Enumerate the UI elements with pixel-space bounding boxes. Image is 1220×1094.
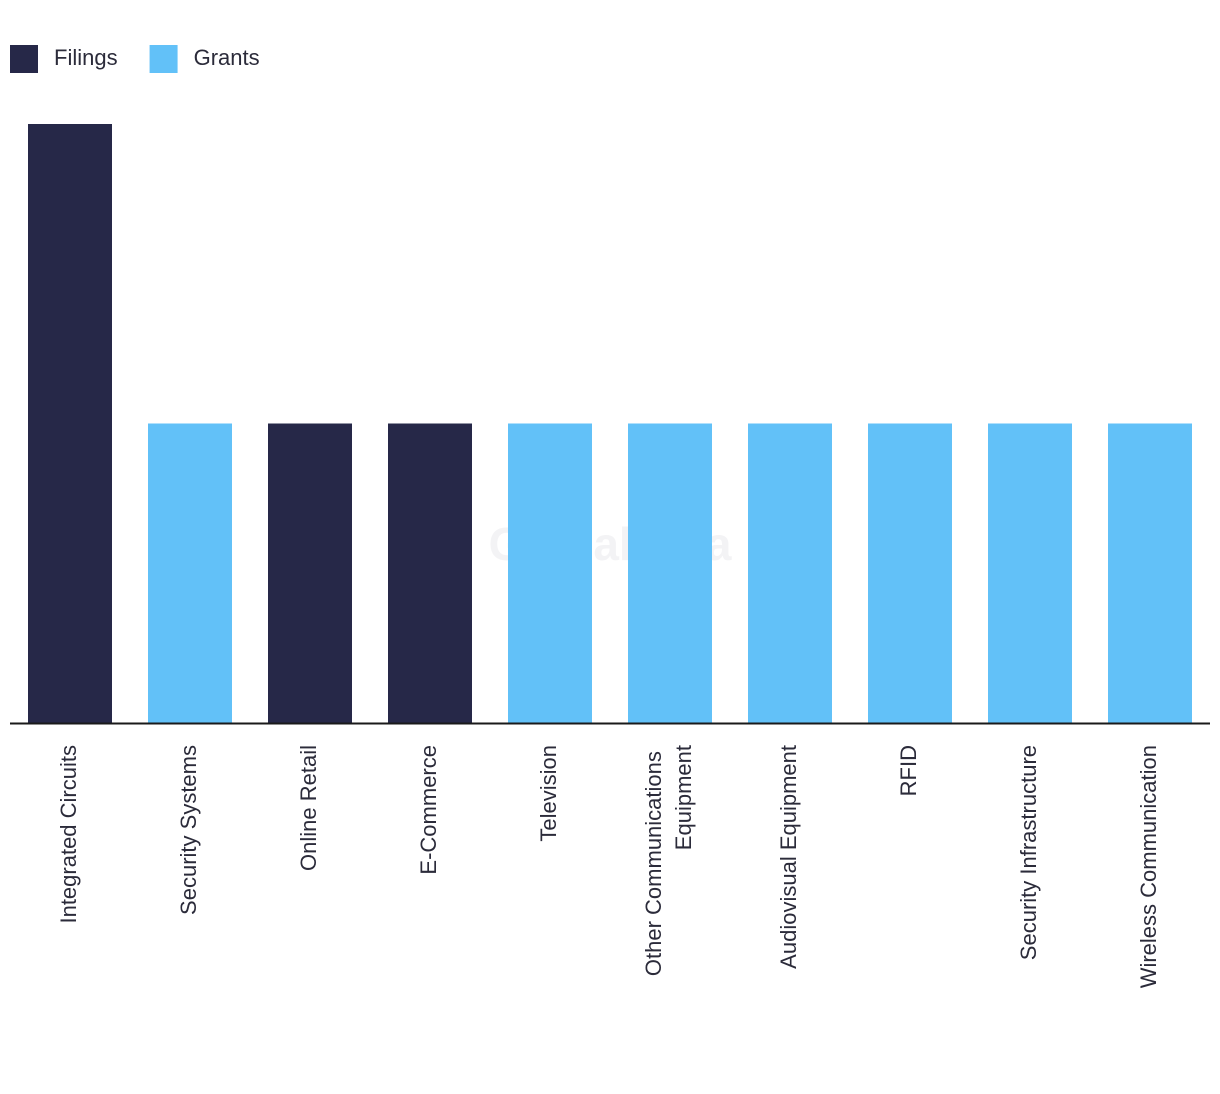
bar [988,423,1072,723]
legend-label: Filings [54,45,118,70]
bar [748,423,832,723]
bar [1108,423,1192,723]
x-tick-label: Security Infrastructure [1016,745,1041,960]
bar [868,423,952,723]
x-tick-label: RFID [896,745,921,796]
bar [148,423,232,723]
x-tick-label: E-Commerce [416,745,441,875]
x-tick-label: Television [536,745,561,842]
x-tick-label: Security Systems [176,745,201,915]
x-tick-label: Wireless Communication [1136,745,1161,988]
x-tick-label: Integrated Circuits [56,745,81,924]
legend-swatch [10,45,38,73]
legend-label: Grants [194,45,260,70]
bar [28,124,112,723]
bar [268,423,352,723]
bar [628,423,712,723]
legend-swatch [149,45,178,73]
bar [388,423,472,723]
bar [508,423,592,723]
x-tick-label: Online Retail [296,745,321,871]
x-tick-label: Audiovisual Equipment [776,745,801,969]
x-tick-label: Other Communications Equipment [641,745,696,976]
